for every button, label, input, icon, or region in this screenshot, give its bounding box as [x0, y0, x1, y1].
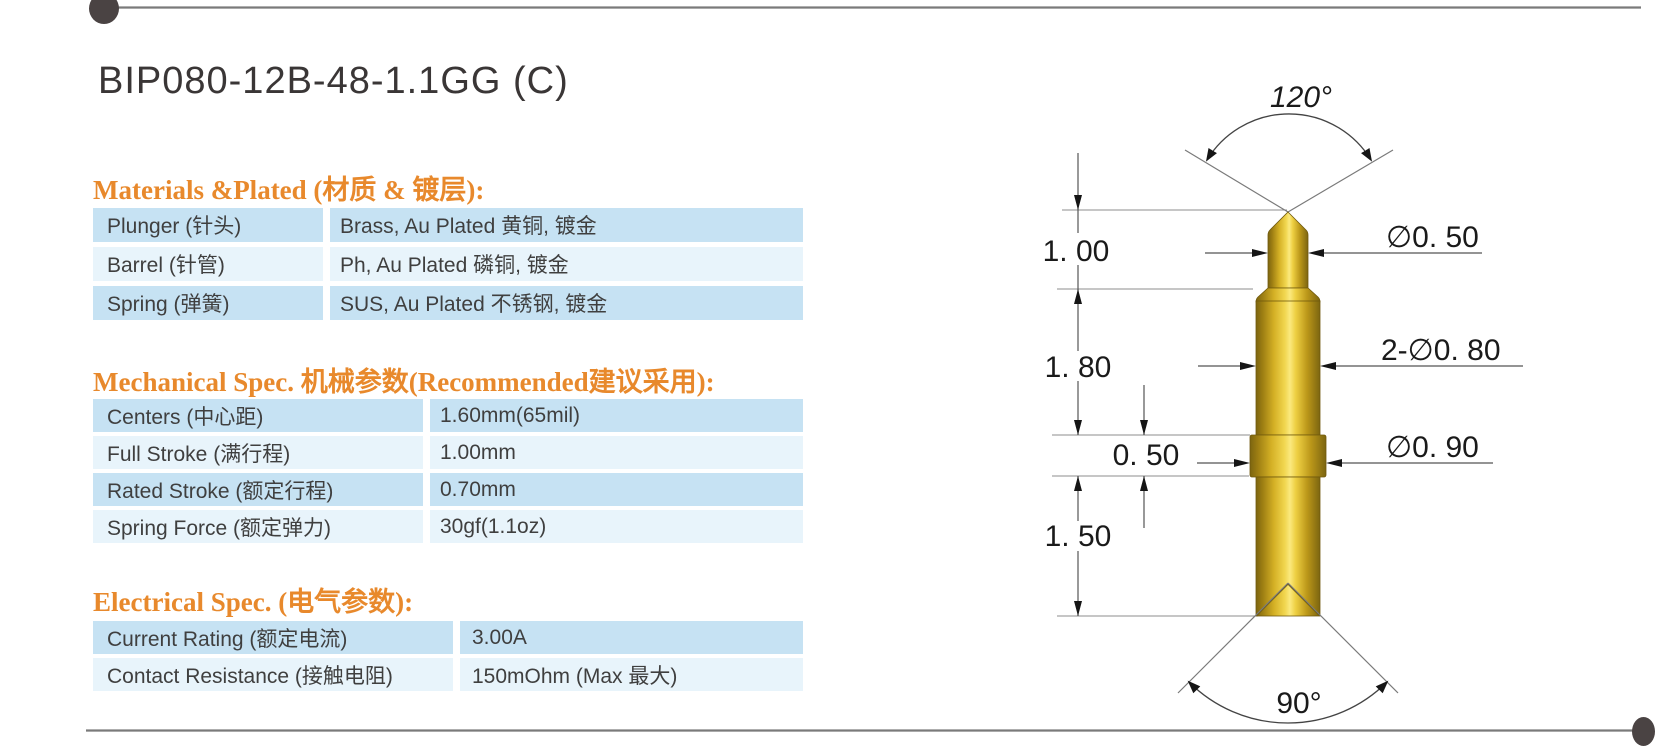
top-angle-label: 120°: [1270, 81, 1332, 114]
tip-diameter-label: ∅0. 50: [1386, 221, 1479, 254]
materials-table: Plunger (针头) Brass, Au Plated 黄铜, 镀金 Bar…: [93, 208, 803, 320]
pin-barrel-upper: [1255, 300, 1321, 436]
spec-value: 1.00mm: [430, 436, 803, 469]
pin-technical-drawing: 120° 1. 00 ∅0. 50 1. 80 2-∅0. 80 0. 50 ∅…: [1043, 81, 1523, 724]
angle-arc-top: [1205, 113, 1373, 162]
materials-heading: Materials &Plated (材质 & 镀层):: [93, 175, 485, 205]
spec-value: SUS, Au Plated 不锈钢, 镀金: [330, 286, 803, 320]
top-angle-construction: [1184, 113, 1394, 213]
angle-arc-bottom: [1187, 680, 1389, 724]
mechanical-heading: Mechanical Spec. 机械参数(Recommended建议采用):: [93, 367, 715, 397]
tip-height-dim-label: 1. 00: [1043, 235, 1110, 268]
top-left-dot: [89, 0, 119, 24]
diameter-dimension-lines: [1197, 249, 1523, 467]
spec-value: 1.60mm(65mil): [430, 399, 803, 432]
table-row: Plunger (针头) Brass, Au Plated 黄铜, 镀金: [93, 208, 803, 242]
spec-label: Full Stroke (满行程): [93, 436, 423, 469]
electrical-table: Current Rating (额定电流) 3.00A Contact Resi…: [93, 621, 803, 691]
table-row: Full Stroke (满行程) 1.00mm: [93, 436, 803, 469]
spec-label: Spring (弹簧): [93, 286, 323, 320]
left-dimension-chain: [1074, 153, 1148, 616]
bottom-rule: [86, 729, 1647, 732]
page-title: BIP080-12B-48-1.1GG (C): [98, 60, 569, 102]
spec-value: 30gf(1.1oz): [430, 510, 803, 543]
spec-value: 0.70mm: [430, 473, 803, 506]
bottom-angle-label: 90°: [1276, 687, 1321, 720]
upper-barrel-dim-label: 1. 80: [1045, 351, 1112, 384]
pin-bottom-notch: [1256, 583, 1320, 616]
spec-label: Barrel (针管): [93, 247, 323, 281]
spec-label: Plunger (针头): [93, 208, 323, 242]
spec-label: Rated Stroke (额定行程): [93, 473, 423, 506]
extension-lines: [1052, 209, 1287, 617]
spec-value: Ph, Au Plated 磷铜, 镀金: [330, 247, 803, 281]
pin-flange: [1249, 434, 1327, 478]
pin-shoulder: [1255, 287, 1321, 303]
barrel-diameter-label: 2-∅0. 80: [1381, 334, 1501, 367]
table-row: Contact Resistance (接触电阻) 150mOhm (Max 最…: [93, 658, 803, 691]
spec-value: 150mOhm (Max 最大): [460, 658, 803, 691]
spec-label: Current Rating (额定电流): [93, 621, 453, 654]
bottom-right-dot: [1632, 717, 1655, 746]
table-row: Rated Stroke (额定行程) 0.70mm: [93, 473, 803, 506]
pogo-pin: [1249, 211, 1327, 617]
mechanical-table: Centers (中心距) 1.60mm(65mil) Full Stroke …: [93, 399, 803, 543]
table-row: Centers (中心距) 1.60mm(65mil): [93, 399, 803, 432]
spec-label: Contact Resistance (接触电阻): [93, 658, 453, 691]
bottom-angle-construction: [1177, 582, 1399, 724]
pin-barrel-lower: [1255, 476, 1321, 617]
flange-diameter-label: ∅0. 90: [1386, 431, 1479, 464]
pin-tip: [1267, 211, 1309, 289]
top-rule: [104, 6, 1641, 9]
lower-barrel-dim-label: 1. 50: [1045, 520, 1112, 553]
spec-value: Brass, Au Plated 黄铜, 镀金: [330, 208, 803, 242]
spec-label: Spring Force (额定弹力): [93, 510, 423, 543]
table-row: Spring Force (额定弹力) 30gf(1.1oz): [93, 510, 803, 543]
electrical-heading: Electrical Spec. (电气参数):: [93, 587, 414, 617]
flange-height-dim-label: 0. 50: [1113, 439, 1180, 472]
table-row: Spring (弹簧) SUS, Au Plated 不锈钢, 镀金: [93, 286, 803, 320]
table-row: Current Rating (额定电流) 3.00A: [93, 621, 803, 654]
spec-label: Centers (中心距): [93, 399, 423, 432]
spec-value: 3.00A: [460, 621, 803, 654]
table-row: Barrel (针管) Ph, Au Plated 磷铜, 镀金: [93, 247, 803, 281]
